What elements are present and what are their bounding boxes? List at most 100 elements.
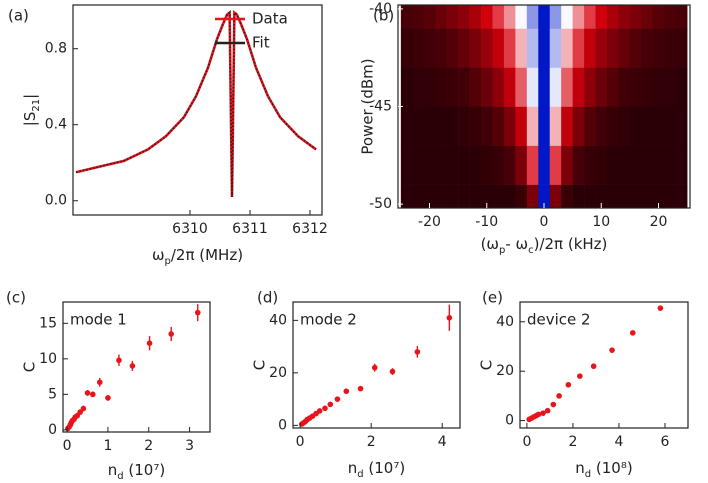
heat-cell: [538, 184, 551, 208]
series-line: [75, 10, 317, 197]
heat-cell: [538, 67, 551, 107]
heat-cell: [641, 5, 654, 29]
heat-cell: [664, 145, 676, 185]
heat-cell: [412, 67, 425, 107]
data-point: [577, 373, 583, 379]
heat-cell: [481, 145, 493, 185]
y-tick-label: 10: [39, 351, 57, 367]
heat-cell: [435, 67, 447, 107]
heat-cell: [538, 5, 551, 29]
data-point: [389, 368, 396, 375]
heat-cell: [561, 5, 573, 29]
heat-cell: [446, 28, 459, 68]
x-axis-label-part: /2π (MHz): [171, 246, 243, 264]
x-tick-label: -20: [418, 214, 441, 230]
heat-cell: [469, 106, 482, 146]
data-point: [414, 349, 421, 355]
y-axis-label: |S21|: [21, 94, 42, 126]
data-point: [105, 395, 111, 401]
y-tick-label: 0: [278, 417, 287, 433]
heat-cell: [538, 145, 551, 185]
x-tick-label: -10: [475, 214, 498, 230]
heat-cell: [481, 184, 493, 208]
heat-cell: [641, 145, 654, 185]
x-tick-label: 2: [144, 438, 153, 454]
heat-cell: [423, 67, 436, 107]
heat-cell: [446, 5, 459, 29]
heat-cell: [595, 67, 608, 107]
heat-cell: [503, 145, 516, 185]
x-axis-label-part: (ω: [481, 235, 499, 253]
y-tick-label: 40: [269, 312, 287, 328]
heat-cell: [492, 5, 505, 29]
x-tick-label: 6310: [172, 221, 208, 237]
y-tick-label: -45: [369, 99, 392, 115]
heat-cell: [412, 106, 425, 146]
plot-area: [400, 5, 688, 208]
data-point: [609, 347, 615, 353]
y-axis-label-sub: 21: [31, 99, 42, 112]
x-axis-label-part: n: [575, 459, 585, 477]
x-axis-label-part: (10⁷): [364, 459, 406, 477]
heat-cell: [492, 67, 505, 107]
x-axis-label: (ωp- ωc)/2π (kHz): [481, 235, 608, 256]
plot-area: [526, 305, 664, 423]
x-axis-label: ωp/2π (MHz): [152, 246, 243, 267]
x-axis-label: nd (10⁷): [348, 459, 405, 480]
heat-cell: [641, 28, 654, 68]
x-axis-label-sub: p: [499, 245, 505, 256]
annotation: device 2: [527, 311, 591, 329]
heat-cell: [503, 184, 516, 208]
heat-cell: [561, 28, 573, 68]
heat-cell: [561, 106, 573, 146]
heat-cell: [584, 145, 596, 185]
heat-cell: [412, 145, 425, 185]
heat-cell: [618, 106, 631, 146]
heat-cell: [400, 106, 413, 146]
x-tick-label: 20: [650, 214, 668, 230]
y-tick-label: 5: [48, 386, 57, 402]
heat-cell: [515, 106, 528, 146]
x-axis-label-part: n: [348, 459, 358, 477]
heat-cell: [584, 5, 596, 29]
x-tick-label: 2: [367, 434, 376, 450]
heat-cell: [503, 5, 516, 29]
heat-cell: [629, 5, 642, 29]
heat-cell: [572, 145, 585, 185]
plot-area: [75, 9, 317, 197]
heat-cell: [606, 106, 619, 146]
heat-cell: [492, 28, 505, 68]
heat-cell: [618, 5, 631, 29]
x-tick-label: 6311: [232, 221, 268, 237]
heat-cell: [549, 184, 562, 208]
heat-cell: [549, 106, 562, 146]
heat-cell: [584, 184, 596, 208]
data-point: [146, 340, 153, 347]
heat-cell: [652, 5, 665, 29]
x-tick-label: 10: [592, 214, 610, 230]
data-point: [80, 405, 87, 412]
y-tick-label: -50: [369, 196, 392, 212]
heat-cell: [435, 28, 447, 68]
heat-cell: [652, 184, 665, 208]
axes-frame: [292, 301, 461, 429]
heat-cell: [652, 145, 665, 185]
heat-cell: [572, 67, 585, 107]
x-axis-label-part: ω: [152, 246, 165, 264]
heat-cell: [606, 184, 619, 208]
heat-cell: [446, 184, 459, 208]
data-point: [446, 314, 453, 321]
y-axis-label: C: [251, 360, 269, 370]
heat-cell: [618, 28, 631, 68]
heat-cell: [664, 184, 676, 208]
x-tick-label: 0: [522, 434, 531, 450]
data-point: [565, 381, 572, 388]
y-tick-label: -40: [369, 1, 392, 17]
heat-cell: [412, 5, 425, 29]
heat-cell: [675, 5, 688, 29]
data-point: [77, 409, 83, 415]
heat-cell: [435, 145, 447, 185]
heat-cell: [664, 5, 676, 29]
heat-cell: [458, 67, 470, 107]
heat-cell: [469, 67, 482, 107]
